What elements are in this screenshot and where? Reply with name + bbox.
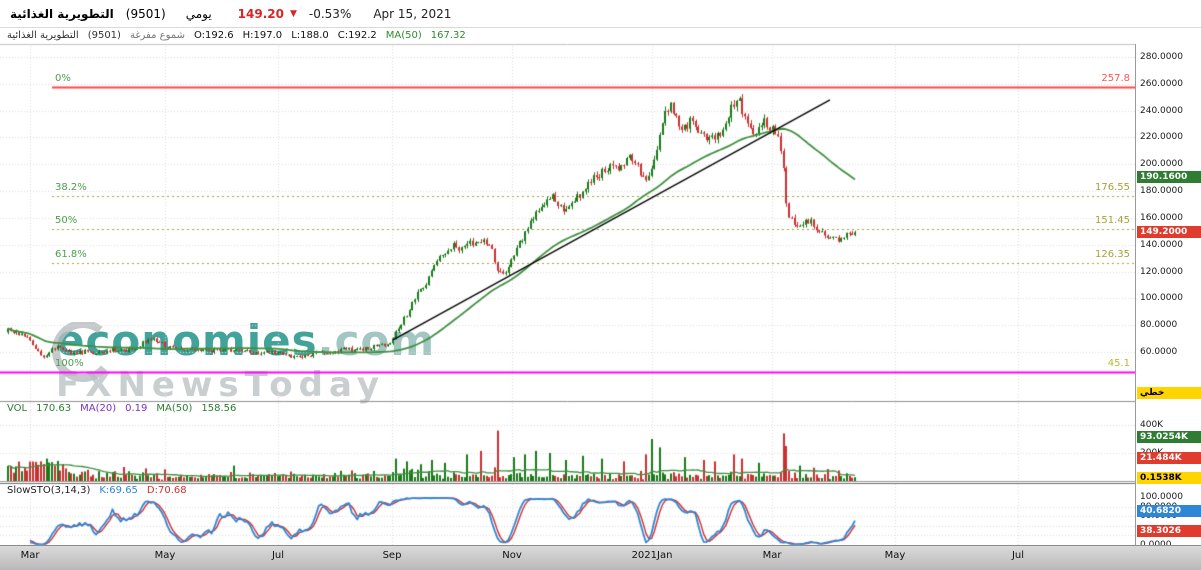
timeframe-selector[interactable]: يومي [185,6,212,21]
ma50-value: 167.32 [430,30,466,41]
vol-ma50-value: 158.56 [201,403,237,414]
price-down-icon: ▼ [289,8,297,19]
vol-label: VOL [7,403,28,414]
ohlc-open: O:192.6 [193,30,234,41]
time-axis-label[interactable]: Mar [20,550,40,561]
vol-ma20-label: MA(20) [80,403,117,414]
time-axis-label[interactable]: Jul [1011,550,1025,561]
header-symbol-name: التطويرية الغذائية [7,30,79,41]
time-axis-label[interactable]: Mar [762,550,782,561]
ohlc-high: H:197.0 [242,30,283,41]
vol-ma20-value: 0.19 [125,403,148,414]
price-tick: 280.0000 [1140,52,1183,62]
volume-tick: 400K [1140,420,1164,430]
price-tick: 140.0000 [1140,239,1183,250]
stochastic-pane-header: SlowSTO(3,14,3) K:69.65 D:70.68 [7,485,187,496]
volume-badge: 93.0254K [1137,431,1201,443]
ma50-label: MA(50) [385,30,422,41]
volume-pane-header: VOL 170.63 MA(20) 0.19 MA(50) 158.56 [7,403,236,414]
quote-date: Apr 15, 2021 [373,6,452,21]
symbol-name: التطويرية الغذائية [10,6,114,21]
header-symbol-code: (9501) [87,30,121,41]
price-tick: 160.0000 [1140,212,1183,223]
candle-style-label: شموع مفرغة [129,30,185,41]
sto-tick: 100.0000 [1140,492,1183,503]
time-axis-label[interactable]: Sep [382,550,402,561]
price-tick: 100.0000 [1140,293,1183,304]
symbol-code: (9501) [125,6,166,21]
time-axis-label[interactable]: 2021Jan [631,550,673,561]
time-axis[interactable]: Mar May Jul Sep Nov 2021Jan Mar May Jul [0,545,1201,570]
sto-d-value: D:70.68 [146,485,187,496]
price-tick: 220.0000 [1140,132,1183,143]
sto-badge: 38.3026 [1137,525,1201,537]
sto-k-value: K:69.65 [99,485,138,496]
time-axis-label[interactable]: Nov [502,550,522,561]
price-badge: 190.1600 [1137,171,1201,184]
price-badge: خطي [1137,387,1201,399]
ohlc-close: C:192.2 [337,30,377,41]
ohlc-low: L:188.0 [291,30,329,41]
price-tick: 120.0000 [1140,266,1183,277]
chart-canvas[interactable] [0,0,1135,570]
top-bar: التطويرية الغذائية (9501) يومي 149.20 ▼ … [0,0,1201,28]
vol-ma50-label: MA(50) [156,403,193,414]
price-axis[interactable]: 280.0000 260.0000 240.0000 220.0000 200.0000… [1135,44,1201,550]
time-axis-label[interactable]: May [154,550,176,561]
price-tick: 60.0000 [1140,347,1178,357]
price-change-pct: -0.53% [308,6,352,21]
price-tick: 200.0000 [1140,159,1183,170]
vol-value: 170.63 [36,403,72,414]
price-tick: 80.0000 [1140,320,1178,331]
main-pane-header: التطويرية الغذائية (9501) شموع مفرغة O:1… [7,30,466,41]
price-tick: 240.0000 [1140,105,1183,116]
time-axis-label[interactable]: May [884,550,906,561]
time-axis-label[interactable]: Jul [271,550,285,561]
price-tick: 180.0000 [1140,186,1183,197]
volume-badge: 21.484K [1137,452,1201,464]
sto-badge: 40.6820 [1137,505,1201,517]
sto-indicator-name: SlowSTO(3,14,3) [7,485,91,496]
price-badge: 149.2000 [1137,226,1201,239]
price-tick: 260.0000 [1140,78,1183,89]
volume-badge: 0.1538K [1137,472,1201,484]
last-price: 149.20 [237,6,284,21]
